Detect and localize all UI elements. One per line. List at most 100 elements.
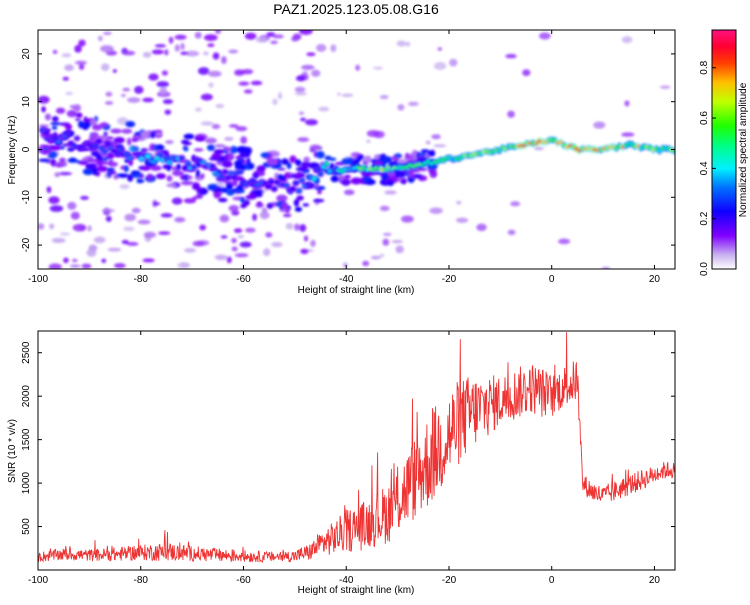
signal-blob: [281, 202, 288, 210]
signal-blob: [121, 128, 133, 134]
noise-blob: [148, 73, 159, 81]
signal-blob: [195, 169, 200, 178]
signal-blob: [296, 195, 304, 201]
noise-blob: [318, 106, 330, 112]
noise-blob: [184, 248, 197, 253]
signal-blob: [213, 148, 226, 155]
signal-blob: [206, 144, 215, 152]
signal-blob: [256, 201, 263, 207]
signal-blob: [140, 166, 151, 171]
signal-blob: [55, 107, 66, 114]
noise-blob: [72, 223, 87, 232]
signal-blob: [50, 122, 62, 126]
noise-blob: [397, 104, 405, 111]
signal-blob: [226, 183, 233, 190]
noise-blob: [174, 34, 187, 40]
noise-blob: [272, 34, 284, 39]
signal-blob: [362, 177, 371, 182]
noise-blob: [74, 117, 81, 122]
signal-blob: [419, 152, 427, 157]
signal-blob: [309, 144, 322, 151]
signal-blob: [387, 179, 394, 187]
signal-blob: [382, 156, 392, 164]
signal-blob: [276, 174, 284, 181]
noise-blob: [202, 51, 209, 56]
noise-blob: [382, 232, 392, 236]
noise-blob: [121, 239, 129, 245]
noise-blob: [507, 110, 515, 118]
signal-blob: [303, 161, 309, 167]
noise-blob: [382, 238, 390, 246]
noise-blob: [101, 208, 115, 213]
noise-blob: [65, 91, 73, 96]
noise-blob: [46, 186, 52, 194]
noise-blob: [192, 196, 198, 200]
noise-blob: [624, 100, 630, 107]
spectrogram-x-tick-label: -20: [442, 274, 457, 285]
signal-blob: [373, 154, 380, 160]
ridge-core: [317, 172, 324, 176]
noise-blob: [243, 89, 253, 94]
signal-blob: [396, 159, 407, 164]
signal-blob: [329, 157, 337, 162]
signal-blob: [187, 175, 193, 180]
noise-blob: [86, 248, 97, 257]
noise-blob: [558, 238, 571, 245]
signal-blob: [234, 189, 246, 194]
noise-blob: [151, 49, 164, 55]
snr-y-label: SNR (10 * v/v): [7, 419, 18, 483]
noise-blob: [355, 64, 361, 71]
signal-blob: [285, 207, 290, 214]
snr-y-tick-label: 2500: [21, 341, 32, 364]
snr-panel: -100 -80 -60 -40 -20 0 20 5001000150020002500 …: [7, 330, 676, 596]
signal-blob: [84, 121, 90, 129]
noise-blob: [379, 253, 385, 258]
noise-blob: [159, 87, 168, 95]
noise-blob: [199, 224, 207, 231]
noise-blob: [219, 214, 230, 223]
noise-blob: [237, 235, 245, 239]
signal-blob: [183, 174, 189, 182]
ridge-core: [237, 169, 244, 174]
signal-blob: [400, 179, 407, 185]
noise-blob: [593, 121, 606, 129]
signal-blob: [350, 177, 363, 185]
noise-blob: [303, 235, 309, 242]
ridge-core: [222, 169, 228, 174]
noise-blob: [64, 64, 74, 72]
noise-blob: [429, 207, 443, 214]
signal-blob: [59, 157, 66, 163]
colorbar-gradient: [711, 29, 737, 270]
ridge-core: [228, 171, 234, 176]
signal-blob: [66, 110, 78, 118]
noise-blob: [58, 172, 73, 176]
signal-blob: [106, 153, 116, 158]
ridge-core: [64, 131, 71, 136]
noise-blob: [305, 119, 318, 126]
signal-blob: [91, 124, 103, 131]
noise-blob: [449, 58, 458, 67]
noise-blob: [162, 99, 174, 105]
signal-blob: [44, 113, 52, 121]
signal-blob: [266, 157, 279, 166]
noise-blob: [228, 205, 239, 212]
signal-blob: [115, 144, 124, 148]
colorbar-label: Normalized spectral amplitude: [738, 82, 749, 217]
noise-blob: [120, 93, 126, 97]
signal-blob: [197, 186, 202, 194]
signal-blob: [281, 158, 289, 165]
noise-blob: [72, 104, 81, 112]
signal-blob: [140, 130, 150, 139]
noise-blob: [507, 229, 516, 236]
ridge-core: [182, 166, 188, 170]
noise-blob: [271, 241, 283, 248]
noise-blob: [362, 260, 370, 267]
ridge-core: [191, 165, 197, 169]
noise-blob: [177, 262, 191, 269]
signal-blob: [374, 161, 383, 165]
snr-x-tick-label: 0: [549, 575, 555, 586]
signal-blob: [254, 170, 259, 177]
ridge-core: [324, 162, 329, 166]
noise-blob: [395, 245, 404, 254]
noise-blob: [161, 70, 168, 76]
